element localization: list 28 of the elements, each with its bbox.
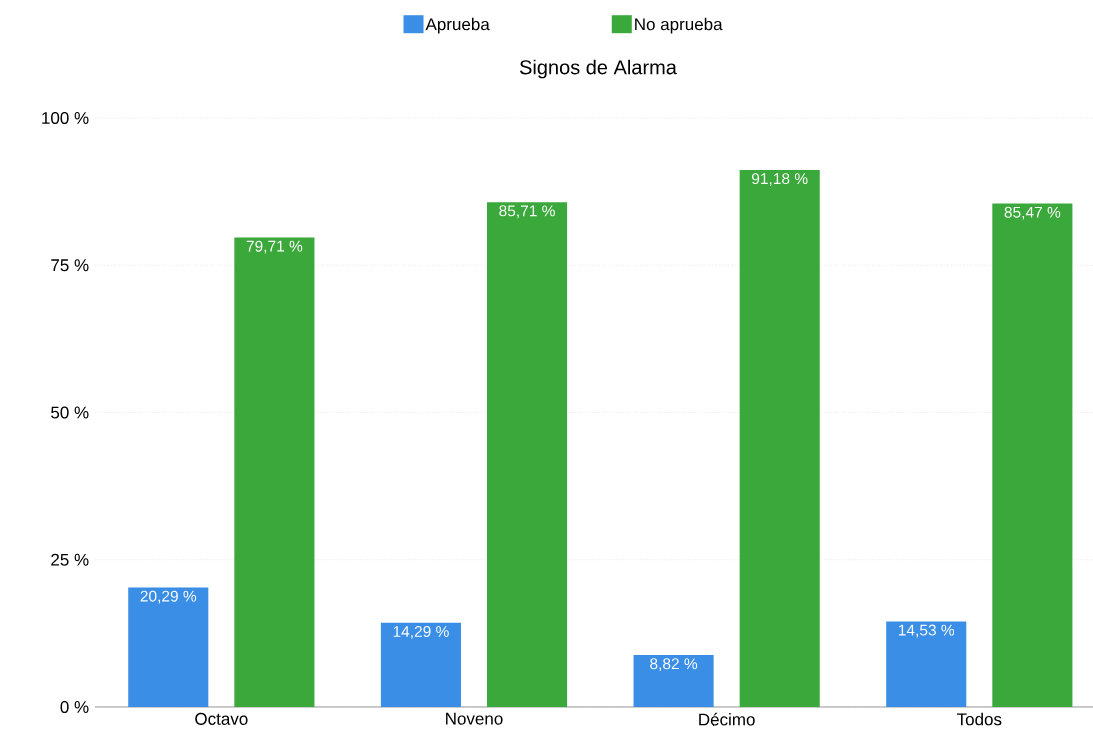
y-tick-label: 50 % bbox=[51, 406, 89, 419]
bar bbox=[380, 622, 461, 707]
x-tick-label: Décimo bbox=[699, 712, 755, 726]
y-tick-label: 25 % bbox=[51, 553, 89, 566]
y-tick-label: 100 % bbox=[42, 111, 89, 125]
y-tick-label: 0 % bbox=[60, 700, 89, 714]
y-tick-label: 75 % bbox=[51, 259, 89, 272]
bar bbox=[886, 621, 967, 707]
data-label: 91,18 % bbox=[752, 173, 808, 186]
data-label: 14,53 % bbox=[898, 624, 955, 638]
bar bbox=[487, 202, 568, 707]
bar bbox=[739, 169, 820, 707]
bar bbox=[234, 237, 315, 707]
x-tick-label: Octavo bbox=[195, 712, 248, 725]
chart-title: Signos de Alarma bbox=[519, 59, 677, 79]
legend-label: Aprueba bbox=[425, 17, 490, 34]
bar bbox=[633, 655, 714, 707]
x-tick-label: Todos bbox=[956, 712, 1002, 726]
data-label: 8,82 % bbox=[650, 658, 698, 672]
data-label: 79,71 % bbox=[246, 240, 303, 254]
data-label: 14,29 % bbox=[393, 626, 449, 639]
bar bbox=[992, 203, 1073, 707]
data-label: 85,47 % bbox=[1004, 206, 1061, 220]
data-label: 85,71 % bbox=[499, 205, 555, 219]
legend-label: No aprueba bbox=[635, 17, 723, 34]
bar bbox=[128, 587, 209, 707]
data-label: 20,29 % bbox=[140, 590, 197, 604]
x-tick-label: Noveno bbox=[446, 712, 503, 725]
